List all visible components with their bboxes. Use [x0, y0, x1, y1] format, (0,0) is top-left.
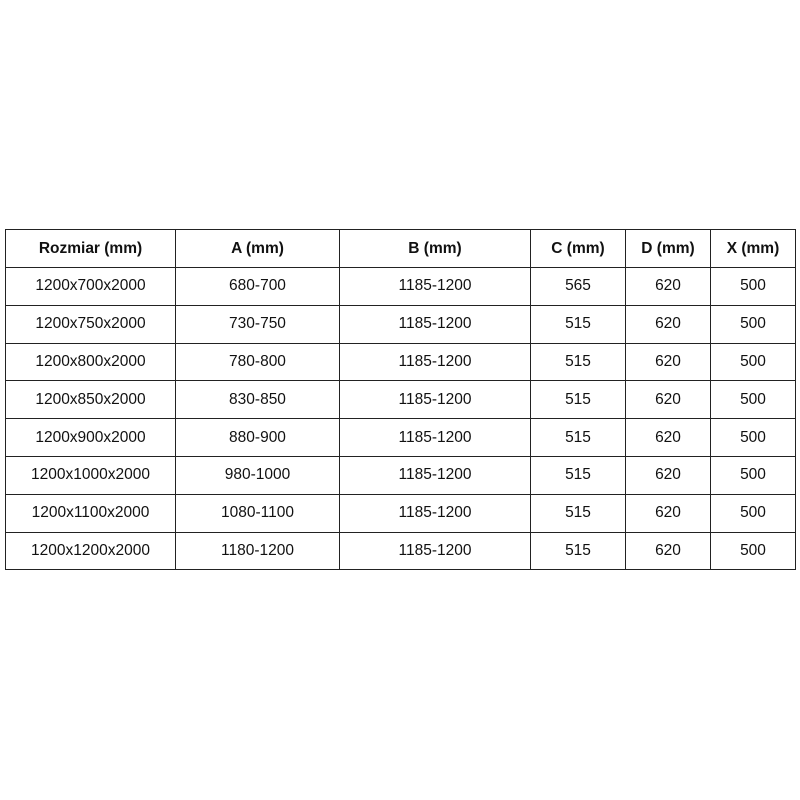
- table-row: 1200x750x2000 730-750 1185-1200 515 620 500: [5, 304, 796, 344]
- table-cell: 620: [625, 342, 711, 382]
- table-cell: 1200x800x2000: [5, 342, 176, 382]
- table-cell: 1200x1100x2000: [5, 493, 176, 533]
- table-cell: 730-750: [175, 304, 340, 344]
- table-row: 1200x850x2000 830-850 1185-1200 515 620 500: [5, 380, 796, 420]
- table-cell: 515: [530, 418, 626, 457]
- column-header: Rozmiar (mm): [5, 229, 176, 268]
- table-cell: 620: [625, 418, 711, 457]
- table-cell: 1185-1200: [339, 380, 531, 420]
- table-cell: 1185-1200: [339, 267, 531, 306]
- table-cell: 780-800: [175, 342, 340, 382]
- table-row: 1200x1200x2000 1180-1200 1185-1200 515 620 50…: [5, 531, 796, 571]
- table-cell: 1185-1200: [339, 531, 531, 571]
- dimensions-table: Rozmiar (mm) A (mm) B (mm) C (mm) D (mm) X (m…: [5, 229, 796, 571]
- column-header: X (mm): [710, 229, 796, 268]
- column-header: D (mm): [625, 229, 711, 268]
- table-cell: 500: [710, 531, 796, 571]
- table-cell: 620: [625, 304, 711, 344]
- table-cell: 565: [530, 267, 626, 306]
- table-cell: 500: [710, 493, 796, 533]
- table-cell: 500: [710, 455, 796, 495]
- table-cell: 500: [710, 342, 796, 382]
- table-cell: 1185-1200: [339, 493, 531, 533]
- table-cell: 515: [530, 304, 626, 344]
- table-cell: 500: [710, 418, 796, 457]
- table-cell: 515: [530, 342, 626, 382]
- table-row: 1200x1000x2000 980-1000 1185-1200 515 620 500: [5, 455, 796, 495]
- table-cell: 620: [625, 531, 711, 571]
- table-cell: 500: [710, 267, 796, 306]
- table-cell: 500: [710, 304, 796, 344]
- table-cell: 1185-1200: [339, 304, 531, 344]
- table-cell: 880-900: [175, 418, 340, 457]
- table-cell: 1080-1100: [175, 493, 340, 533]
- table-row: 1200x800x2000 780-800 1185-1200 515 620 500: [5, 342, 796, 382]
- table-cell: 620: [625, 455, 711, 495]
- table-cell: 515: [530, 531, 626, 571]
- column-header: A (mm): [175, 229, 340, 268]
- table-cell: 1200x700x2000: [5, 267, 176, 306]
- table-row: 1200x700x2000 680-700 1185-1200 565 620 500: [5, 267, 796, 306]
- table-cell: 620: [625, 267, 711, 306]
- table-cell: 1185-1200: [339, 455, 531, 495]
- table-cell: 680-700: [175, 267, 340, 306]
- table-cell: 515: [530, 380, 626, 420]
- table-cell: 980-1000: [175, 455, 340, 495]
- table-cell: 1185-1200: [339, 342, 531, 382]
- table-cell: 620: [625, 380, 711, 420]
- table-cell: 1185-1200: [339, 418, 531, 457]
- table-cell: 1200x1200x2000: [5, 531, 176, 571]
- column-header: C (mm): [530, 229, 626, 268]
- table-cell: 1200x1000x2000: [5, 455, 176, 495]
- table-cell: 620: [625, 493, 711, 533]
- table-cell: 1200x850x2000: [5, 380, 176, 420]
- table-cell: 515: [530, 493, 626, 533]
- column-header: B (mm): [339, 229, 531, 268]
- table-cell: 1200x900x2000: [5, 418, 176, 457]
- table-header-row: Rozmiar (mm) A (mm) B (mm) C (mm) D (mm) X (m…: [5, 229, 796, 268]
- table-row: 1200x1100x2000 1080-1100 1185-1200 515 620 50…: [5, 493, 796, 533]
- table-cell: 830-850: [175, 380, 340, 420]
- table-row: 1200x900x2000 880-900 1185-1200 515 620 500: [5, 418, 796, 457]
- table-cell: 1180-1200: [175, 531, 340, 571]
- table-cell: 515: [530, 455, 626, 495]
- table-cell: 500: [710, 380, 796, 420]
- table-cell: 1200x750x2000: [5, 304, 176, 344]
